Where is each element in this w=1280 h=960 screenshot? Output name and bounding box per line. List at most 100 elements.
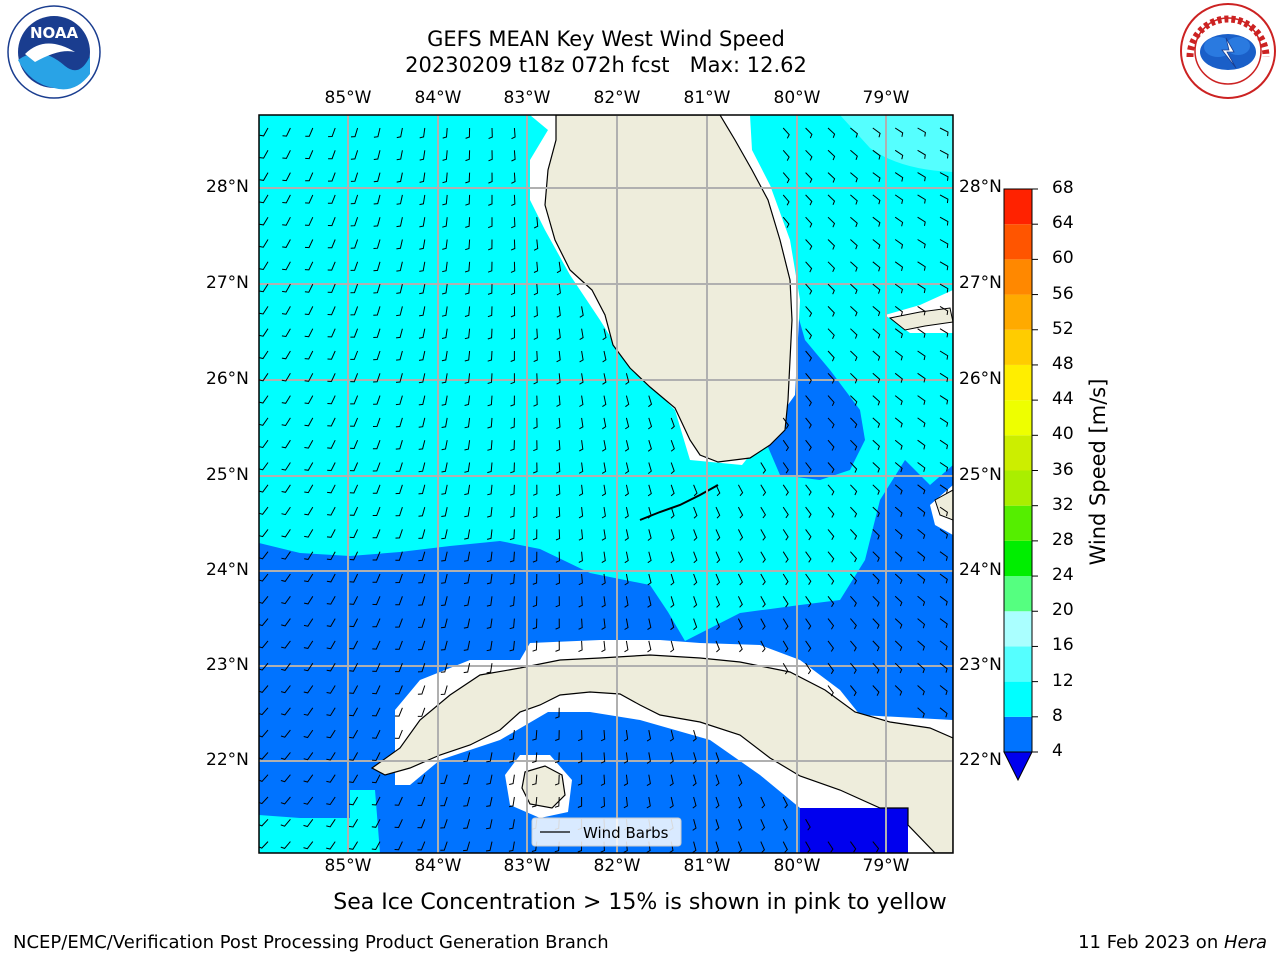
lat-label-right: 22°N xyxy=(959,750,1002,770)
wind-barb xyxy=(464,373,471,384)
wind-barb xyxy=(532,640,538,652)
wind-barb xyxy=(486,573,493,585)
wind-barb xyxy=(440,640,448,651)
wind-barb xyxy=(939,305,949,315)
wind-barb xyxy=(326,774,336,783)
wind-barb xyxy=(281,484,291,493)
wind-barb xyxy=(917,172,926,182)
wind-barb xyxy=(281,506,291,516)
wind-barb xyxy=(805,819,811,831)
wind-barb xyxy=(395,663,403,673)
wind-barb xyxy=(259,328,269,337)
wind-barb xyxy=(894,350,903,361)
wind-barb xyxy=(578,507,584,519)
wind-barb xyxy=(624,506,629,519)
wind-barb xyxy=(326,551,336,561)
lat-label-right: 28°N xyxy=(959,177,1002,197)
wind-barb xyxy=(304,395,314,405)
wind-barb xyxy=(715,819,720,831)
wind-barb xyxy=(782,462,789,474)
wind-barb xyxy=(827,506,835,518)
wind-barb xyxy=(872,595,880,607)
wind-barb xyxy=(350,217,359,227)
wind-barb xyxy=(373,150,381,160)
wind-barb xyxy=(508,841,515,852)
wind-barb xyxy=(259,640,269,649)
colorbar-tick-label: 44 xyxy=(1052,389,1074,410)
wind-barb xyxy=(894,194,904,205)
wind-barb xyxy=(304,417,314,427)
wind-barb xyxy=(782,662,789,675)
wind-barb xyxy=(670,440,675,452)
wind-barb xyxy=(533,261,539,273)
wind-barb xyxy=(327,484,336,494)
wind-barb xyxy=(349,484,359,494)
wind-barb xyxy=(894,573,903,584)
wind-barb xyxy=(304,283,314,293)
wind-barb xyxy=(827,306,835,317)
colorbar-tick-label: 16 xyxy=(1052,635,1074,656)
wind-barb xyxy=(737,573,744,586)
wind-barb xyxy=(487,395,493,407)
wind-barb xyxy=(850,462,858,473)
wind-barb xyxy=(303,596,314,605)
wind-barb xyxy=(715,551,721,564)
wind-barb xyxy=(328,127,336,138)
wind-barb xyxy=(486,640,493,652)
wind-barb xyxy=(418,573,426,584)
wind-barb xyxy=(850,283,858,295)
wind-barb xyxy=(372,596,381,606)
wind-barb xyxy=(782,596,789,608)
wind-barb xyxy=(259,618,269,627)
wind-barb xyxy=(782,149,790,161)
wind-barb xyxy=(327,261,336,271)
wind-barb xyxy=(805,216,813,228)
wind-barb xyxy=(760,462,767,474)
wind-barb xyxy=(827,551,835,563)
wind-barb xyxy=(872,551,880,562)
wind-barb xyxy=(917,395,926,405)
wind-barb xyxy=(440,819,448,829)
wind-barb xyxy=(419,150,426,161)
wind-barb xyxy=(440,663,448,673)
wind-barb xyxy=(692,796,697,809)
wind-barb xyxy=(464,284,471,295)
wind-barb xyxy=(487,462,493,474)
wind-barb xyxy=(917,350,926,361)
wind-barb xyxy=(532,529,538,541)
colorbar-segment xyxy=(1004,505,1032,541)
wind-barb xyxy=(533,306,538,318)
wind-barb xyxy=(486,796,493,807)
wind-barb xyxy=(304,350,314,360)
wind-barb xyxy=(509,529,515,541)
wind-barb xyxy=(782,640,789,653)
wind-barb xyxy=(349,774,359,784)
wind-barb xyxy=(872,306,881,317)
colorbar-tick-label: 32 xyxy=(1052,494,1074,515)
wind-barb xyxy=(939,506,948,517)
wind-barb xyxy=(760,640,766,653)
wind-barb xyxy=(670,618,675,631)
wind-barb xyxy=(805,462,812,474)
wind-barb xyxy=(280,707,291,716)
wind-barb xyxy=(782,618,789,630)
wind-barb xyxy=(737,819,743,831)
wind-barb xyxy=(259,395,269,404)
wind-barb xyxy=(532,618,538,630)
wind-barb xyxy=(488,239,493,251)
wind-barb xyxy=(939,707,948,718)
wind-barb xyxy=(917,127,926,137)
colorbar-tick-label: 68 xyxy=(1052,178,1074,198)
wind-barb xyxy=(259,373,269,382)
colorbar-segment xyxy=(1004,646,1032,682)
noaa-logo-text: NOAA xyxy=(30,24,79,42)
wind-barb xyxy=(939,372,949,383)
wind-barb xyxy=(693,573,698,586)
wind-barb xyxy=(556,306,561,318)
wind-barb xyxy=(464,551,471,562)
wind-barb xyxy=(465,172,471,184)
wind-barb xyxy=(782,796,789,809)
wind-barb xyxy=(349,618,359,628)
colorbar-tick-label: 24 xyxy=(1052,565,1074,586)
legend-label: Wind Barbs xyxy=(583,824,669,842)
